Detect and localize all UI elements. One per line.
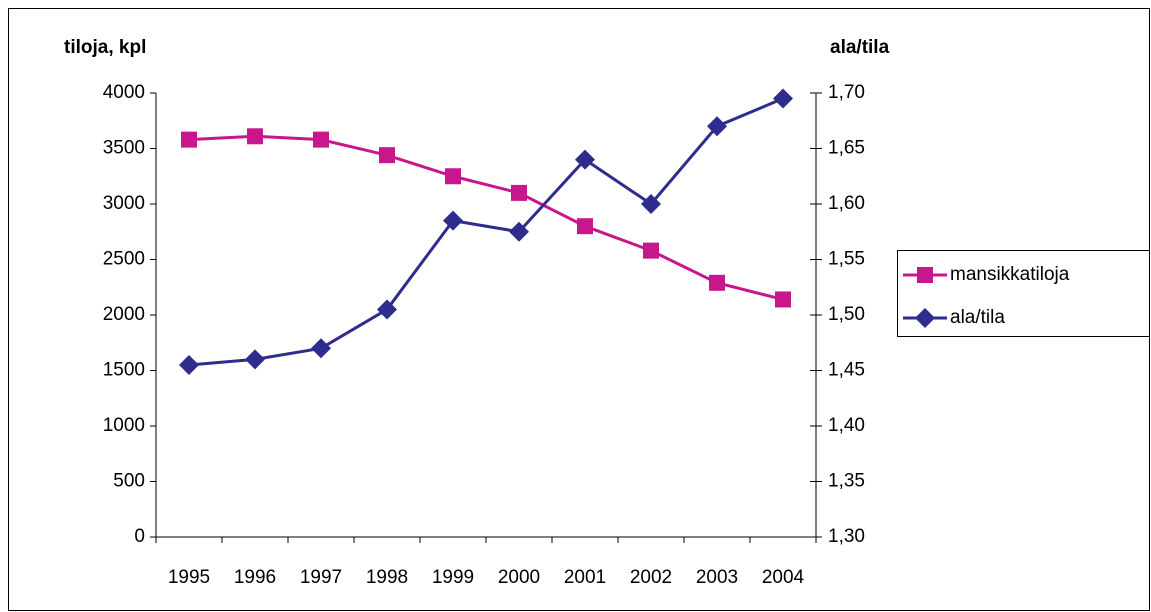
data-point <box>707 116 727 137</box>
y2-tick-label: 1,70 <box>828 82 865 103</box>
y-tick-label: 500 <box>113 471 145 492</box>
series-line <box>188 97 784 367</box>
legend-label: ala/tila <box>950 307 1005 328</box>
y2-tick-label: 1,40 <box>828 415 865 436</box>
legend-marker <box>915 308 935 328</box>
data-point <box>445 168 461 185</box>
y-tick-label: 1000 <box>103 415 145 436</box>
y-tick-label: 2000 <box>103 304 145 325</box>
series-line <box>188 134 784 301</box>
x-tick-label: 2001 <box>564 567 606 588</box>
data-point <box>775 291 791 308</box>
y-tick-label: 2500 <box>103 249 145 270</box>
data-point <box>379 147 395 164</box>
data-point <box>575 149 595 170</box>
y2-tick-label: 1,50 <box>828 304 865 325</box>
data-point <box>641 194 661 214</box>
data-point <box>247 128 263 145</box>
legend-label: mansikkatiloja <box>950 264 1070 285</box>
x-tick-label: 1997 <box>300 567 342 588</box>
data-point <box>509 221 529 242</box>
y2-tick-label: 1,30 <box>828 526 865 547</box>
y-tick-label: 4000 <box>103 82 145 103</box>
y2-tick-label: 1,60 <box>828 193 865 214</box>
data-point <box>179 354 199 375</box>
x-tick-label: 1996 <box>234 567 276 588</box>
data-point <box>181 131 197 148</box>
y-tick-label: 3000 <box>103 193 145 214</box>
data-point <box>577 218 593 235</box>
y2-tick-label: 1,65 <box>828 138 865 159</box>
data-point <box>313 131 329 148</box>
legend-box <box>897 250 1150 337</box>
y2-tick-label: 1,55 <box>828 249 865 270</box>
x-tick-label: 1998 <box>366 567 408 588</box>
x-tick-label: 2002 <box>630 567 672 588</box>
x-tick-label: 2003 <box>696 567 738 588</box>
x-tick-label: 2004 <box>762 567 805 588</box>
data-point <box>643 242 659 259</box>
x-tick-label: 1999 <box>432 567 474 588</box>
y2-axis-title: ala/tila <box>830 37 890 58</box>
data-point <box>377 299 397 320</box>
y-axis-title: tiloja, kpl <box>64 37 146 58</box>
y-tick-label: 0 <box>134 526 145 547</box>
data-point <box>311 338 331 359</box>
y-tick-label: 1500 <box>103 360 145 381</box>
y2-tick-label: 1,35 <box>828 471 865 492</box>
x-tick-label: 2000 <box>498 567 540 588</box>
y-tick-label: 3500 <box>103 138 145 159</box>
data-point <box>245 349 265 370</box>
data-point <box>443 210 463 231</box>
x-tick-label: 1995 <box>168 567 210 588</box>
data-point <box>511 184 527 201</box>
legend-marker <box>917 267 933 283</box>
y2-tick-label: 1,45 <box>828 360 865 381</box>
data-point <box>709 274 725 291</box>
data-point <box>773 88 793 109</box>
